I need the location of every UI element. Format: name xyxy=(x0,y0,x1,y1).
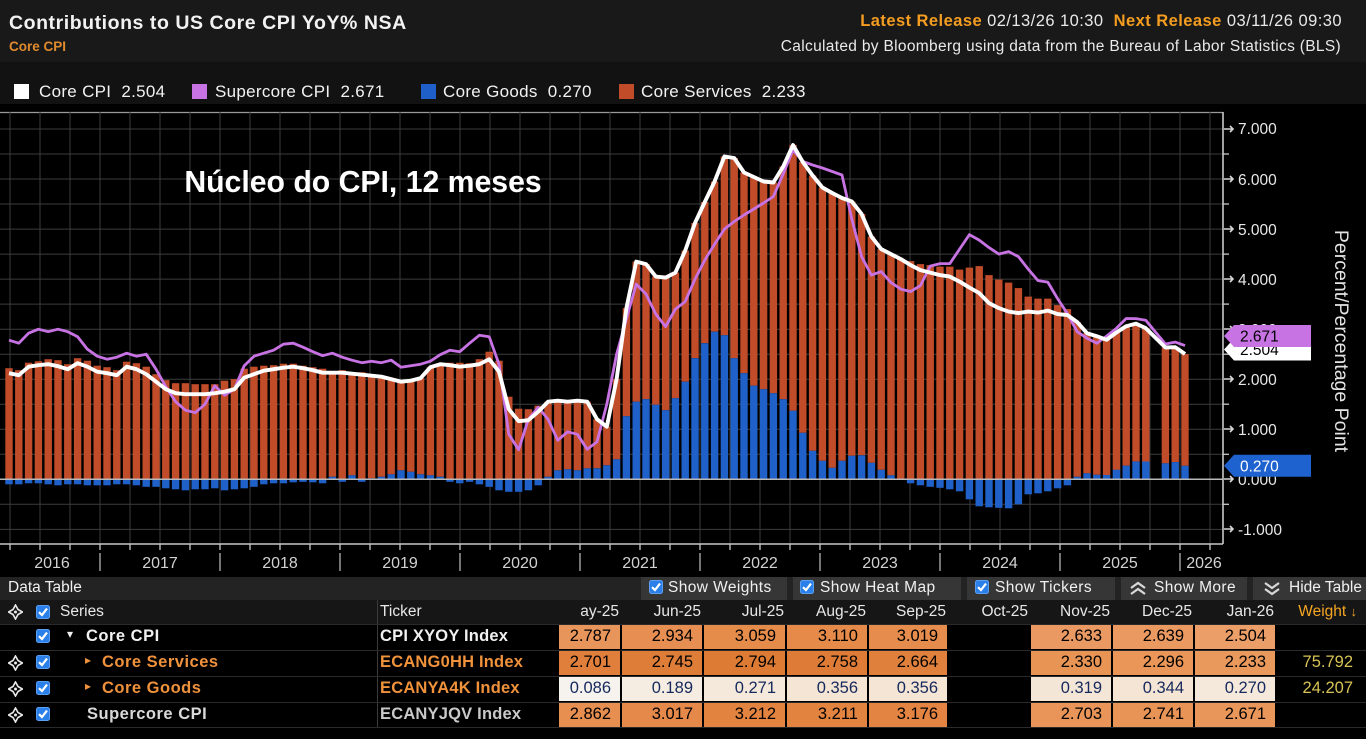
svg-text:2020: 2020 xyxy=(502,555,538,572)
svg-text:-1.000: -1.000 xyxy=(1238,522,1282,539)
svg-text:2022: 2022 xyxy=(742,555,778,572)
svg-text:2017: 2017 xyxy=(142,555,178,572)
svg-text:2026: 2026 xyxy=(1186,555,1222,572)
svg-text:1.000: 1.000 xyxy=(1238,422,1277,439)
svg-text:0.270: 0.270 xyxy=(1240,458,1279,475)
svg-text:4.000: 4.000 xyxy=(1238,272,1277,289)
svg-text:2023: 2023 xyxy=(862,555,898,572)
svg-text:2018: 2018 xyxy=(262,555,298,572)
svg-text:2016: 2016 xyxy=(34,555,70,572)
svg-text:Núcleo do CPI, 12 meses: Núcleo do CPI, 12 meses xyxy=(184,166,541,199)
svg-text:2.671: 2.671 xyxy=(1240,329,1279,346)
svg-text:6.000: 6.000 xyxy=(1238,172,1277,189)
svg-text:2024: 2024 xyxy=(982,555,1018,572)
svg-text:7.000: 7.000 xyxy=(1238,121,1277,138)
svg-text:2019: 2019 xyxy=(382,555,418,572)
svg-text:2021: 2021 xyxy=(622,555,658,572)
svg-text:5.000: 5.000 xyxy=(1238,222,1277,239)
svg-text:Percent/Percentage Point: Percent/Percentage Point xyxy=(1330,230,1352,453)
svg-text:2025: 2025 xyxy=(1102,555,1138,572)
svg-text:2.000: 2.000 xyxy=(1238,372,1277,389)
